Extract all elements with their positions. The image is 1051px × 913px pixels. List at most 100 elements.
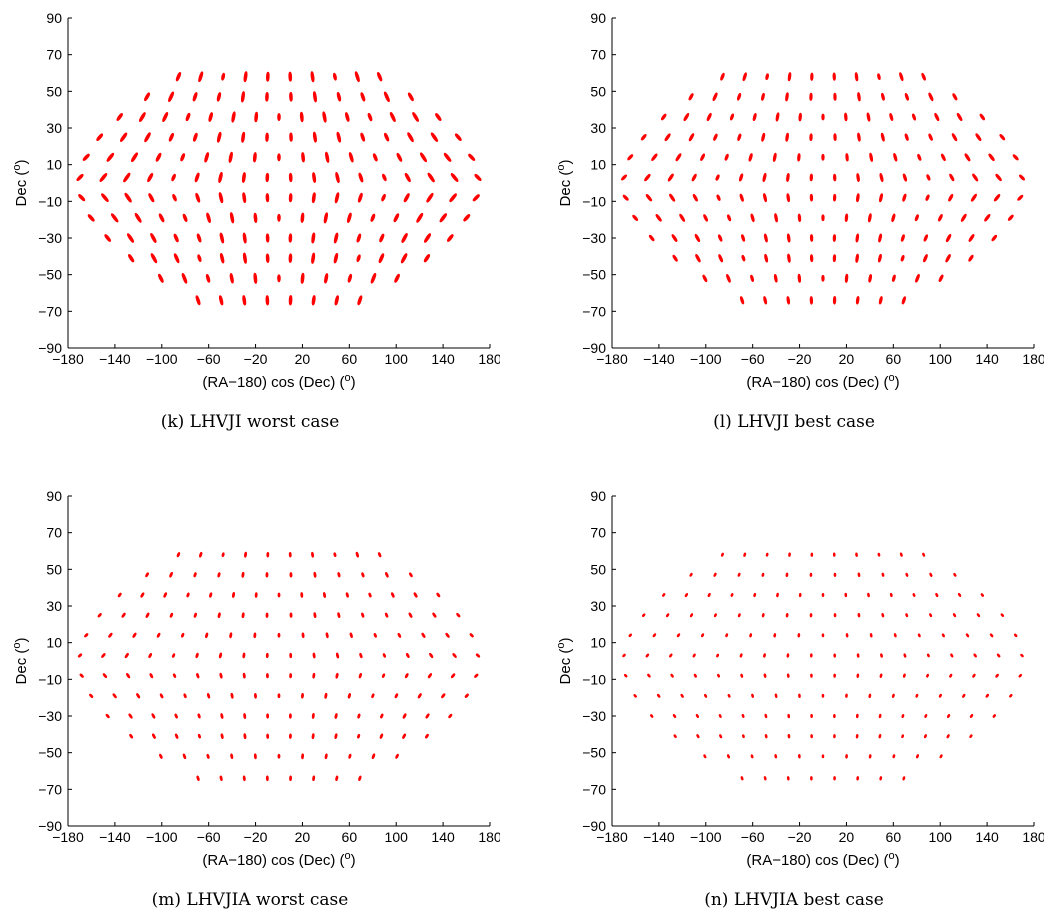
error-ellipse <box>964 153 971 162</box>
x-tick-label: 20 <box>295 351 311 367</box>
error-ellipse <box>311 192 316 204</box>
error-ellipse <box>821 633 825 638</box>
x-tick-label: −180 <box>52 829 84 845</box>
error-ellipse <box>357 295 363 306</box>
error-ellipse <box>833 673 836 678</box>
error-ellipse <box>833 613 837 618</box>
error-ellipse <box>277 112 281 122</box>
error-ellipse <box>168 132 174 142</box>
x-tick-label: 100 <box>929 351 953 367</box>
error-ellipse <box>867 592 870 598</box>
error-ellipse <box>301 753 304 760</box>
error-ellipse <box>430 132 438 142</box>
error-ellipse <box>684 592 689 598</box>
error-ellipse <box>950 653 954 658</box>
error-ellipse <box>379 233 385 243</box>
error-ellipse <box>995 673 999 678</box>
error-ellipse <box>300 212 305 223</box>
error-ellipse <box>914 214 919 222</box>
x-tick-label: −20 <box>244 351 268 367</box>
error-ellipse <box>405 652 410 658</box>
error-ellipse <box>242 232 247 244</box>
error-ellipse <box>832 193 837 202</box>
error-ellipse <box>902 776 906 781</box>
error-ellipse <box>193 572 197 578</box>
error-ellipse <box>856 193 860 203</box>
error-ellipse <box>172 193 177 202</box>
error-ellipse <box>380 713 384 719</box>
error-ellipse <box>384 612 389 618</box>
error-ellipse <box>435 113 442 121</box>
error-ellipse <box>475 653 481 658</box>
error-ellipse <box>404 172 411 183</box>
error-ellipse <box>77 653 83 658</box>
error-ellipse <box>335 775 339 782</box>
error-ellipse <box>992 714 996 718</box>
error-ellipse <box>935 592 939 598</box>
error-ellipse <box>124 652 129 659</box>
error-ellipse <box>675 153 682 162</box>
error-ellipse <box>798 693 801 698</box>
error-ellipse <box>763 653 766 658</box>
error-ellipse <box>358 673 362 679</box>
error-ellipse <box>999 134 1006 141</box>
error-ellipse <box>798 592 802 598</box>
error-ellipse <box>672 254 678 262</box>
error-ellipse <box>855 233 860 243</box>
error-ellipse <box>265 233 270 243</box>
error-ellipse <box>891 213 896 223</box>
error-ellipse <box>379 733 384 739</box>
error-ellipse <box>741 234 746 242</box>
error-ellipse <box>993 194 1001 202</box>
error-ellipse <box>689 613 694 618</box>
error-ellipse <box>195 652 199 659</box>
error-ellipse <box>785 572 789 578</box>
error-ellipse <box>334 733 338 739</box>
x-tick-label: 60 <box>342 829 358 845</box>
y-tick-label: −50 <box>582 745 606 761</box>
error-ellipse <box>395 753 399 759</box>
error-ellipse <box>995 173 1002 182</box>
error-ellipse <box>370 213 376 222</box>
error-ellipse <box>761 572 765 577</box>
error-ellipse <box>373 632 377 638</box>
error-ellipse <box>809 133 813 142</box>
ellipse-markers <box>621 72 1025 305</box>
error-ellipse <box>856 673 860 678</box>
error-ellipse <box>402 713 407 719</box>
error-ellipse <box>332 72 337 81</box>
error-ellipse <box>441 693 446 699</box>
x-tick-label: −100 <box>690 829 722 845</box>
error-ellipse <box>868 274 872 283</box>
error-ellipse <box>401 233 408 244</box>
error-ellipse <box>425 713 430 719</box>
error-ellipse <box>230 692 234 699</box>
error-ellipse <box>707 592 711 598</box>
error-ellipse <box>680 693 684 698</box>
error-ellipse <box>787 713 791 719</box>
y-tick-label: 90 <box>46 10 62 26</box>
error-ellipse <box>445 632 450 638</box>
error-ellipse <box>960 213 967 222</box>
error-ellipse <box>644 173 651 182</box>
error-ellipse <box>880 653 883 658</box>
error-ellipse <box>664 133 671 142</box>
error-ellipse <box>628 633 632 638</box>
x-tick-label: 100 <box>385 829 409 845</box>
sky-map-plot: −180 −140 −100 −60 −20 20 60 100 140 180 90 70 50 30 1… <box>11 488 502 869</box>
error-ellipse <box>408 612 413 618</box>
error-ellipse <box>989 633 994 638</box>
error-ellipse <box>265 193 270 203</box>
error-ellipse <box>403 193 410 203</box>
x-tick-label: −100 <box>690 351 722 367</box>
y-tick-label: 10 <box>590 635 606 651</box>
error-ellipse <box>1020 653 1024 658</box>
error-ellipse <box>889 112 894 121</box>
error-ellipse <box>409 572 413 578</box>
error-ellipse <box>832 295 837 305</box>
error-ellipse <box>244 551 247 558</box>
error-ellipse <box>1012 154 1019 161</box>
error-ellipse <box>739 653 743 658</box>
y-tick-label: −30 <box>38 230 62 246</box>
error-ellipse <box>729 113 735 121</box>
